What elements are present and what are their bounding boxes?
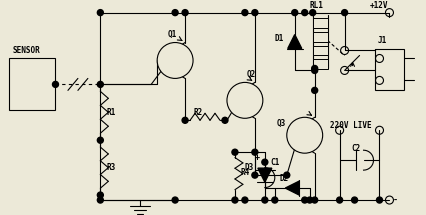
Circle shape (251, 149, 257, 155)
Circle shape (301, 197, 307, 203)
Circle shape (181, 10, 187, 16)
Circle shape (291, 10, 297, 16)
Circle shape (311, 197, 317, 203)
Text: D1: D1 (274, 34, 283, 43)
Circle shape (301, 10, 307, 16)
Bar (312, 18, 327, 28)
Circle shape (309, 10, 315, 16)
Circle shape (336, 197, 342, 203)
Text: J1: J1 (377, 36, 386, 45)
Circle shape (222, 117, 227, 123)
Bar (312, 46, 327, 55)
Circle shape (242, 10, 248, 16)
Polygon shape (257, 168, 271, 182)
Bar (312, 32, 327, 41)
Circle shape (97, 137, 103, 143)
Text: 220V LIVE: 220V LIVE (329, 121, 370, 130)
Circle shape (242, 197, 248, 203)
Circle shape (231, 149, 237, 155)
Text: D3: D3 (245, 163, 253, 172)
Circle shape (271, 197, 277, 203)
Bar (312, 60, 327, 69)
Polygon shape (287, 35, 301, 49)
Text: -: - (391, 196, 397, 204)
Circle shape (251, 172, 257, 178)
Bar (9, 58, 55, 110)
Text: +12V: +12V (368, 1, 387, 10)
Circle shape (351, 197, 357, 203)
Text: R2: R2 (193, 108, 202, 117)
Circle shape (97, 192, 103, 198)
Polygon shape (285, 181, 299, 195)
Text: Q1: Q1 (167, 30, 176, 39)
Circle shape (306, 197, 312, 203)
Circle shape (376, 197, 382, 203)
Circle shape (311, 68, 317, 74)
Text: C2: C2 (351, 144, 360, 153)
Circle shape (52, 81, 58, 87)
Text: R1: R1 (106, 108, 115, 117)
Text: R3: R3 (106, 163, 115, 172)
Text: C1: C1 (270, 158, 279, 167)
Circle shape (97, 10, 103, 16)
Circle shape (261, 197, 267, 203)
Circle shape (286, 117, 322, 153)
Circle shape (227, 82, 262, 118)
Circle shape (172, 10, 178, 16)
Circle shape (341, 10, 347, 16)
Circle shape (181, 117, 187, 123)
Text: R4: R4 (240, 168, 250, 177)
Text: RL1: RL1 (309, 1, 323, 10)
Circle shape (97, 197, 103, 203)
Circle shape (157, 43, 193, 78)
Text: Q2: Q2 (246, 70, 256, 79)
Text: D2: D2 (279, 174, 288, 183)
Circle shape (97, 81, 103, 87)
Circle shape (231, 197, 237, 203)
Text: SENSOR: SENSOR (13, 46, 40, 55)
Circle shape (311, 65, 317, 71)
Text: +: + (254, 153, 259, 162)
Text: Q3: Q3 (276, 119, 285, 128)
Circle shape (172, 197, 178, 203)
Bar (374, 49, 403, 90)
Circle shape (283, 172, 289, 178)
Circle shape (261, 159, 267, 165)
Circle shape (251, 10, 257, 16)
Circle shape (311, 87, 317, 93)
